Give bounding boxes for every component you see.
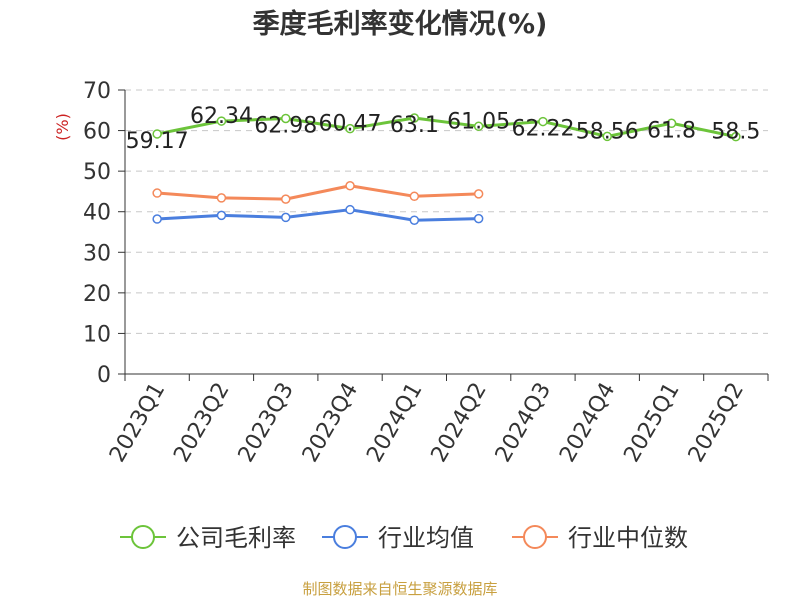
data-label: 61.05 [447, 109, 510, 134]
data-point [216, 193, 227, 203]
data-label: 58.56 [576, 119, 639, 144]
legend-label: 行业中位数 [568, 524, 688, 552]
data-point [473, 121, 484, 132]
data-point [152, 214, 162, 224]
data-label: 63.1 [390, 113, 439, 138]
y-tick-label: 10 [83, 322, 111, 347]
x-tick-label: 2024Q3 [491, 379, 556, 467]
y-tick-label: 30 [83, 241, 111, 266]
data-point [345, 123, 355, 134]
data-point [345, 204, 355, 215]
data-point [152, 129, 162, 139]
y-tick-label: 60 [83, 120, 111, 145]
data-label: 62.22 [511, 117, 574, 142]
x-tick-label: 2024Q4 [555, 379, 620, 467]
y-tick-label: 50 [83, 160, 111, 185]
y-tick-label: 0 [97, 363, 111, 388]
data-label: 62.98 [254, 113, 317, 138]
x-tick-label: 2023Q4 [298, 379, 363, 467]
x-tick-label: 2023Q2 [169, 379, 234, 467]
y-tick-label: 20 [83, 282, 111, 307]
y-axis-label: (%) [53, 113, 72, 141]
data-point [731, 131, 741, 142]
x-tick-label: 2024Q2 [427, 379, 492, 467]
x-tick-label: 2025Q2 [684, 379, 749, 467]
data-label: 61.8 [647, 118, 696, 143]
legend-marker [131, 525, 155, 549]
legend-label: 公司毛利率 [176, 524, 296, 552]
data-point [345, 180, 355, 191]
source-note: 制图数据来自恒生聚源数据库 [302, 580, 498, 598]
legend-label: 行业均值 [378, 524, 474, 552]
data-point [409, 113, 420, 123]
series-line-1 [157, 208, 479, 222]
data-point [409, 215, 420, 225]
chart-title: 季度毛利率变化情况(%) [252, 9, 548, 40]
data-point [409, 191, 420, 202]
x-tick-label: 2023Q1 [105, 379, 170, 467]
y-tick-label: 40 [83, 201, 111, 226]
x-tick-label: 2024Q1 [362, 379, 427, 467]
data-point [602, 131, 612, 142]
x-tick-label: 2025Q1 [619, 379, 684, 467]
legend-marker [523, 525, 547, 549]
data-point [281, 212, 291, 223]
data-point [473, 213, 484, 224]
data-label: 62.34 [190, 104, 253, 129]
data-point [666, 118, 677, 129]
series-line-2 [157, 184, 479, 201]
data-point [281, 113, 291, 124]
x-tick-label: 2023Q3 [234, 379, 299, 467]
data-label: 60.47 [319, 112, 382, 137]
data-point [152, 188, 162, 198]
legend-marker [333, 525, 357, 549]
data-point [216, 210, 227, 221]
data-point [473, 189, 484, 199]
series-line-0 [156, 116, 737, 139]
data-label: 59.17 [126, 129, 189, 154]
data-point [538, 116, 548, 127]
data-point [216, 116, 227, 126]
data-point [281, 194, 291, 204]
y-tick-label: 70 [83, 79, 111, 104]
data-label: 58.5 [711, 120, 760, 145]
